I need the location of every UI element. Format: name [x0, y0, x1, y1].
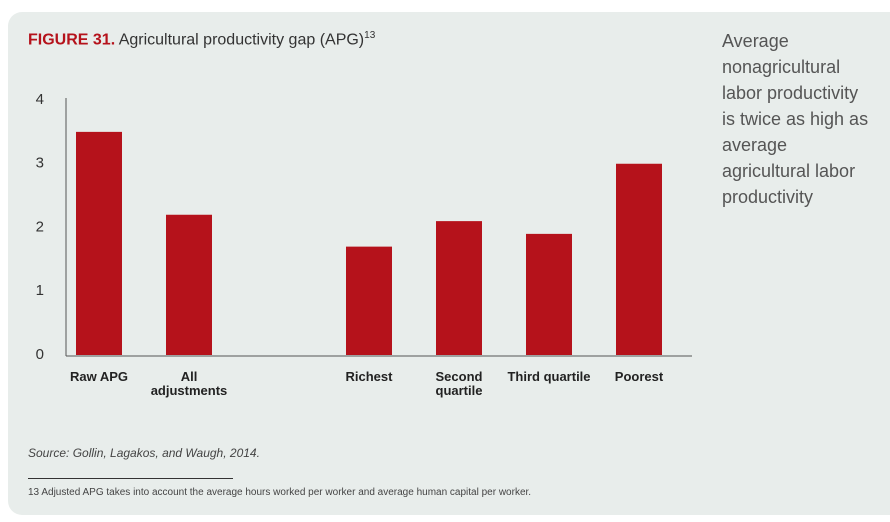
x-tick-label: All adjustments	[150, 369, 228, 398]
bar	[76, 131, 122, 355]
y-tick-label: 0	[36, 346, 44, 363]
y-tick-label: 2	[36, 218, 44, 235]
x-tick-label: Raw APG	[69, 369, 129, 384]
footnote-rule	[28, 478, 233, 479]
y-tick-label: 3	[36, 155, 44, 172]
bar	[166, 214, 212, 355]
bar	[526, 233, 572, 355]
y-tick-label: 4	[36, 91, 44, 108]
x-tick-label: Third quartile	[507, 369, 591, 384]
figure-label: FIGURE 31.	[28, 31, 116, 49]
figure-title: FIGURE 31. Agricultural productivity gap…	[28, 30, 375, 49]
y-tick-label: 1	[36, 282, 44, 299]
footnote: 13 Adjusted APG takes into account the a…	[28, 487, 532, 498]
x-tick-label: Richest	[345, 369, 393, 384]
bar	[436, 221, 482, 355]
sidebar-text: Average nonagricultural labor productivi…	[722, 31, 869, 207]
x-tick-label: Second quartile	[435, 369, 483, 398]
source: Source: Gollin, Lagakos, and Waugh, 2014…	[28, 446, 260, 460]
bar	[616, 163, 662, 355]
x-tick-label: Poorest	[614, 369, 664, 384]
chart-title: Agricultural productivity gap (APG)	[118, 31, 365, 49]
title-note: 13	[364, 30, 376, 41]
bar	[346, 246, 392, 355]
